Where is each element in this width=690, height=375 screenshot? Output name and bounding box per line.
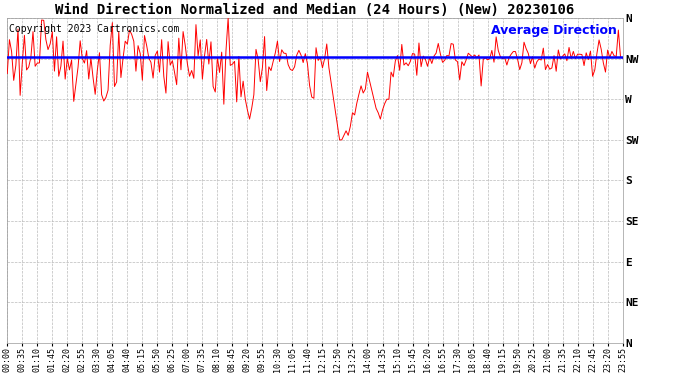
Text: Average Direction: Average Direction [491, 24, 616, 38]
Text: Copyright 2023 Cartronics.com: Copyright 2023 Cartronics.com [8, 24, 179, 34]
Title: Wind Direction Normalized and Median (24 Hours) (New) 20230106: Wind Direction Normalized and Median (24… [55, 3, 575, 17]
